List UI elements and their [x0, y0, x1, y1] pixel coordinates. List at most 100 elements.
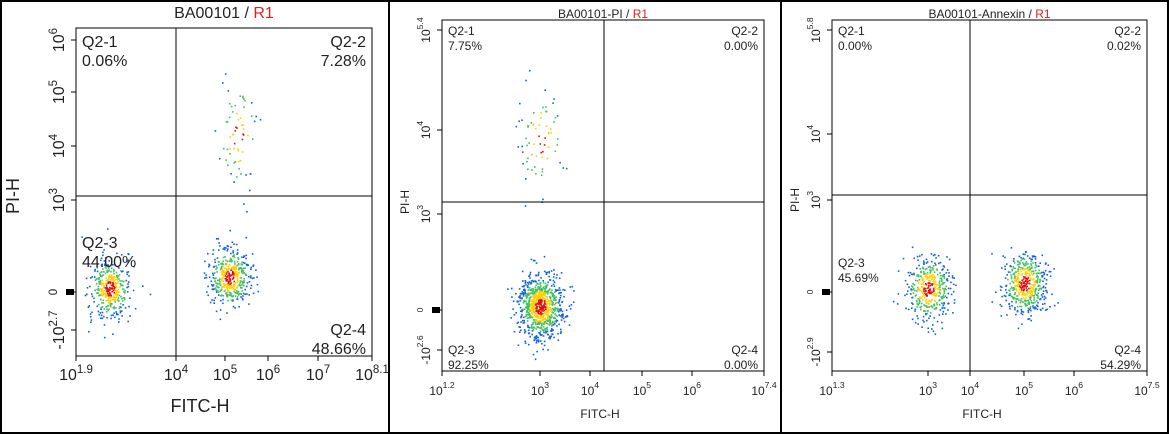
event-dot — [549, 300, 551, 302]
event-dot — [241, 287, 243, 289]
event-dot — [910, 288, 912, 290]
event-dot — [93, 297, 95, 300]
event-dot — [544, 89, 546, 91]
event-dot — [916, 300, 918, 303]
event-dot — [1036, 304, 1038, 307]
event-dot — [115, 292, 118, 295]
event-dot — [101, 311, 104, 314]
event-dot — [259, 118, 262, 121]
event-dot — [126, 273, 129, 276]
x-tick-base: 10 — [306, 367, 324, 384]
event-dot — [1032, 288, 1035, 291]
event-dot — [933, 275, 936, 277]
event-dot — [230, 105, 233, 108]
event-dot — [225, 283, 227, 286]
event-dot — [530, 292, 533, 294]
event-dot — [528, 308, 530, 311]
event-dot — [911, 288, 913, 291]
event-dot — [1021, 258, 1024, 260]
event-dot — [108, 286, 111, 289]
event-dot — [236, 112, 238, 115]
event-dot — [242, 133, 244, 135]
event-dot — [1011, 305, 1013, 307]
event-dot — [1009, 265, 1011, 267]
event-dot — [953, 277, 955, 279]
event-dot — [228, 281, 230, 284]
event-dot — [227, 294, 229, 296]
event-dot — [521, 314, 523, 316]
event-dot — [1020, 291, 1022, 293]
event-dot — [113, 291, 115, 294]
event-dot — [532, 310, 535, 312]
event-dot — [538, 271, 540, 274]
event-dot — [556, 309, 558, 312]
event-dot — [124, 290, 126, 292]
event-dot — [553, 295, 556, 297]
event-dot — [119, 311, 122, 314]
event-dot — [911, 285, 913, 287]
event-dot — [110, 257, 113, 260]
event-dot — [233, 162, 236, 164]
event-dot — [511, 287, 513, 290]
event-dot — [1021, 289, 1023, 291]
event-dot — [541, 313, 544, 316]
event-dot — [533, 305, 535, 308]
x-tick-exponent: 4 — [182, 364, 189, 376]
event-dot — [519, 306, 522, 309]
event-dot — [1012, 298, 1015, 300]
event-dot — [241, 261, 244, 264]
event-dot — [928, 290, 930, 293]
event-dot — [550, 314, 553, 316]
event-dot — [938, 282, 941, 284]
event-dot — [925, 305, 928, 307]
event-dot — [252, 264, 255, 266]
event-dot — [115, 291, 118, 294]
event-dot — [527, 283, 530, 285]
event-dot — [535, 155, 538, 157]
event-dot — [529, 69, 531, 72]
event-dot — [1021, 286, 1023, 289]
event-dot — [1021, 293, 1023, 296]
event-dot — [100, 298, 102, 301]
y-axis-title: PI-H — [398, 190, 412, 214]
event-dot — [541, 301, 543, 303]
event-dot — [935, 306, 938, 309]
event-dot — [115, 283, 117, 285]
event-dot — [112, 284, 114, 286]
event-dot — [101, 292, 103, 295]
event-dot — [1034, 256, 1037, 258]
event-dot — [239, 285, 242, 287]
event-dot — [897, 270, 900, 272]
event-dot — [207, 294, 209, 297]
event-dot — [100, 290, 102, 292]
event-dot — [222, 298, 224, 301]
event-dot — [939, 284, 941, 286]
event-dot — [221, 272, 224, 275]
event-dot — [530, 303, 533, 306]
event-dot — [1023, 264, 1026, 267]
event-dot — [1034, 282, 1037, 284]
event-dot — [540, 315, 543, 318]
event-dot — [203, 272, 206, 274]
event-dot — [1044, 287, 1047, 289]
event-dot — [897, 293, 900, 295]
event-dot — [929, 272, 932, 275]
event-dot — [556, 289, 558, 292]
event-dot — [232, 277, 235, 279]
y-tick-exponent: 3 — [415, 205, 425, 210]
event-dot — [949, 287, 952, 290]
event-dot — [550, 131, 552, 134]
event-dot — [218, 286, 220, 289]
event-dot — [540, 334, 542, 337]
event-dot — [927, 291, 929, 294]
event-dot — [923, 271, 925, 273]
event-dot — [1034, 301, 1036, 304]
event-dot — [541, 310, 543, 312]
event-dot — [120, 270, 122, 272]
event-dot — [208, 264, 211, 267]
event-dot — [559, 294, 562, 297]
event-dot — [250, 115, 253, 117]
event-dot — [947, 287, 950, 290]
event-dot — [1016, 298, 1019, 300]
event-dot — [528, 306, 530, 308]
